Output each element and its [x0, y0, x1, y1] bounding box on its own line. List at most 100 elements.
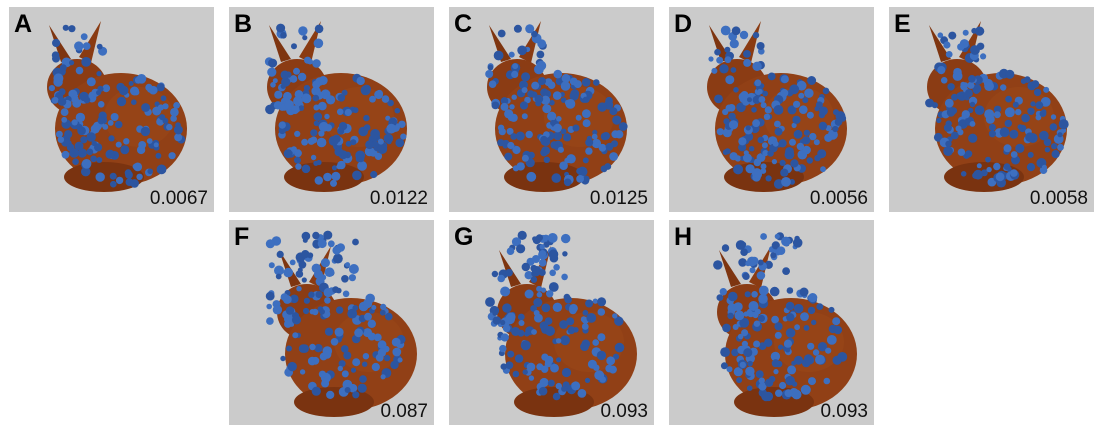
point	[742, 272, 750, 280]
point	[115, 141, 122, 148]
point	[563, 178, 572, 187]
point	[738, 137, 747, 146]
point	[1009, 129, 1019, 139]
point	[945, 51, 953, 58]
point	[310, 154, 317, 161]
point	[294, 156, 301, 164]
point	[553, 264, 560, 271]
point	[322, 350, 332, 359]
point	[302, 93, 312, 104]
point	[525, 24, 535, 34]
point	[995, 172, 1005, 182]
point	[1010, 151, 1018, 158]
point	[580, 342, 589, 351]
panel: B 0.0122	[229, 7, 434, 212]
point	[526, 362, 536, 372]
point	[557, 146, 564, 153]
point	[565, 99, 576, 109]
point	[1057, 143, 1064, 151]
point	[521, 87, 528, 94]
point	[758, 382, 767, 391]
point	[544, 317, 553, 325]
point	[336, 163, 342, 170]
point	[1025, 132, 1035, 142]
point	[802, 97, 809, 104]
point	[541, 365, 549, 373]
point	[745, 125, 751, 131]
point	[933, 132, 943, 142]
point	[722, 128, 732, 138]
point	[561, 385, 568, 392]
point	[276, 23, 286, 33]
point	[740, 241, 747, 248]
point	[324, 113, 330, 120]
point	[280, 355, 286, 362]
point	[753, 158, 762, 167]
point	[547, 111, 557, 121]
point	[775, 389, 783, 397]
point	[166, 123, 173, 131]
point	[524, 96, 531, 104]
point	[828, 132, 836, 140]
point	[978, 28, 985, 35]
point	[597, 102, 607, 112]
panel: C 0.0125	[449, 7, 654, 212]
point	[572, 124, 580, 132]
panel: D 0.0056	[669, 7, 874, 212]
point	[146, 138, 153, 144]
point	[536, 291, 543, 298]
point	[341, 345, 349, 353]
point	[362, 353, 370, 360]
point	[780, 89, 789, 97]
point	[749, 267, 756, 274]
point	[809, 132, 817, 141]
point	[1039, 130, 1049, 141]
point	[1040, 97, 1051, 107]
point	[548, 282, 559, 292]
point	[513, 24, 522, 33]
point	[728, 291, 738, 302]
point	[380, 303, 387, 310]
point	[298, 105, 305, 111]
point	[81, 167, 91, 177]
point	[833, 109, 839, 116]
point	[154, 101, 160, 107]
panel-value: 0.0056	[809, 188, 868, 209]
point	[108, 135, 115, 142]
point	[318, 370, 326, 378]
point	[512, 63, 519, 70]
point	[559, 320, 568, 329]
point	[547, 379, 555, 387]
point	[785, 147, 794, 156]
point	[57, 136, 65, 143]
point	[792, 238, 803, 248]
point	[585, 138, 594, 147]
point	[356, 76, 365, 86]
point	[511, 237, 522, 247]
point	[815, 354, 825, 365]
point	[341, 89, 348, 96]
point	[728, 120, 739, 130]
point	[770, 252, 777, 259]
point	[720, 347, 730, 357]
point	[993, 105, 1002, 114]
point	[140, 126, 151, 137]
point	[542, 104, 552, 114]
point	[71, 95, 79, 103]
point	[970, 45, 980, 55]
point	[1004, 119, 1012, 128]
point	[341, 275, 349, 283]
point	[789, 138, 796, 146]
point	[767, 150, 774, 157]
point	[303, 84, 310, 92]
point	[774, 127, 783, 136]
point	[336, 108, 344, 116]
point	[761, 142, 768, 149]
point	[487, 64, 494, 71]
point	[268, 58, 278, 68]
point	[267, 67, 277, 77]
point	[74, 141, 84, 151]
point	[511, 94, 517, 100]
point	[796, 142, 805, 151]
point	[561, 273, 568, 281]
